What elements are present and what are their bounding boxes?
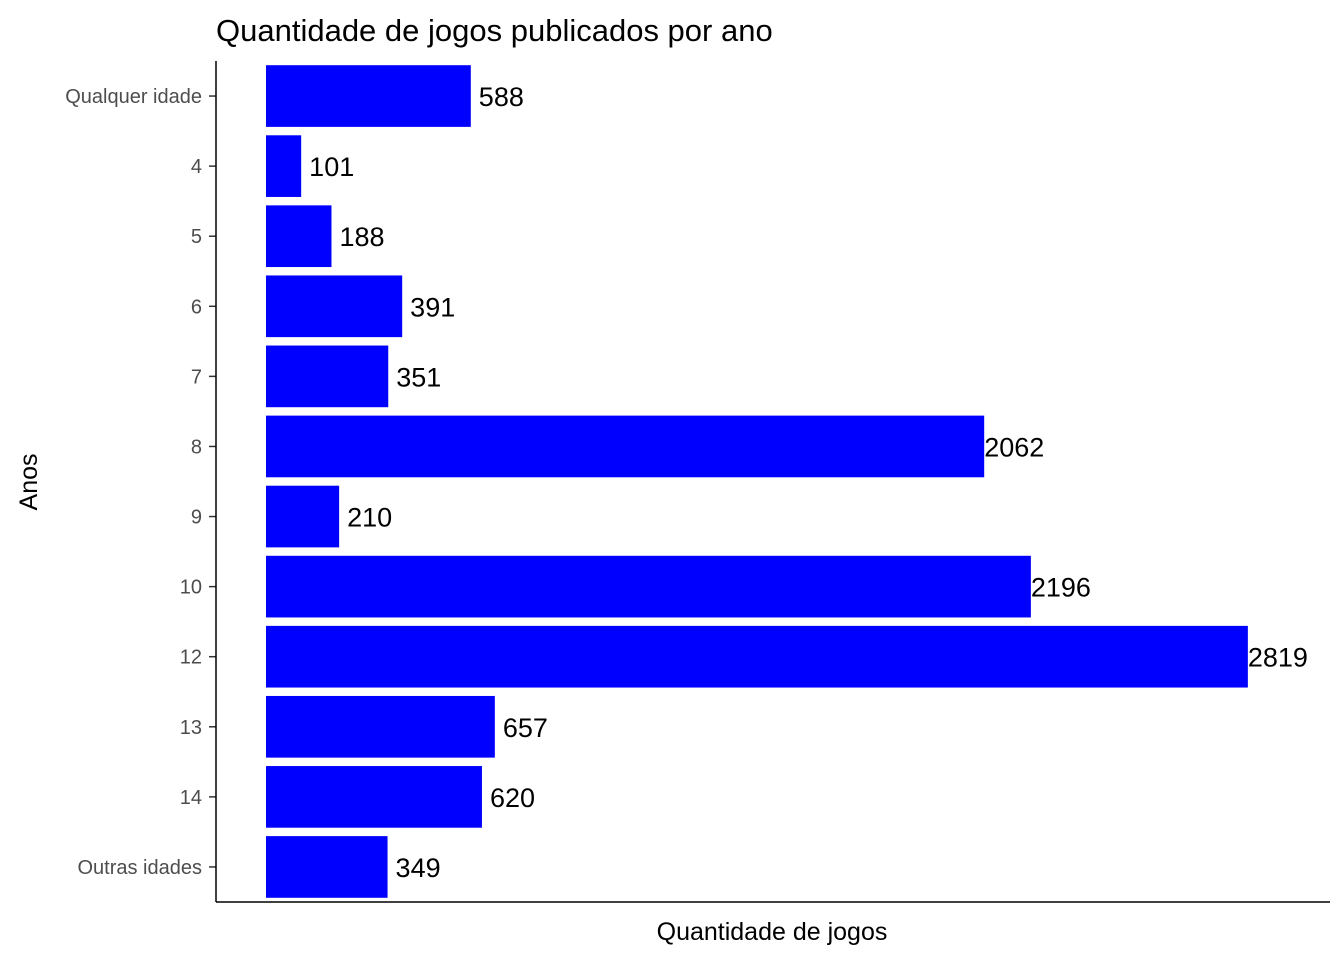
y-tick-label: Outras idades bbox=[77, 857, 202, 879]
value-label: 2062 bbox=[984, 432, 1044, 462]
bar bbox=[266, 415, 985, 478]
value-label: 588 bbox=[479, 82, 524, 112]
y-axis-ticks: Qualquer idade 4 5 6 7 8 9 10 12 13 14 Outras idade… bbox=[65, 86, 216, 879]
y-tick-label: 9 bbox=[191, 507, 202, 529]
bar bbox=[266, 555, 1031, 618]
y-tick-label: 5 bbox=[191, 226, 202, 248]
bar bbox=[266, 65, 471, 127]
bar bbox=[266, 625, 1248, 688]
y-axis-title: Anos bbox=[15, 454, 43, 511]
bar bbox=[266, 695, 495, 758]
value-labels-group: 588 101 188 391 351 2062 210 2196 2819 657 620 349 bbox=[309, 82, 1308, 883]
y-tick-label: 6 bbox=[191, 296, 202, 318]
bar bbox=[266, 836, 388, 898]
value-label: 657 bbox=[503, 713, 548, 743]
value-label: 101 bbox=[309, 152, 354, 182]
bars-group bbox=[266, 65, 1248, 898]
y-tick-label: Qualquer idade bbox=[65, 86, 202, 108]
value-label: 620 bbox=[490, 783, 535, 813]
value-label: 188 bbox=[339, 222, 384, 252]
y-tick-label: 14 bbox=[180, 787, 202, 809]
chart-title: Quantidade de jogos publicados por ano bbox=[216, 13, 773, 48]
value-label: 391 bbox=[410, 292, 455, 322]
bar bbox=[266, 205, 332, 268]
bar bbox=[266, 766, 482, 828]
value-label: 351 bbox=[396, 362, 441, 392]
y-tick-label: 12 bbox=[180, 647, 202, 669]
bar bbox=[266, 485, 340, 548]
x-axis-title: Quantidade de jogos bbox=[657, 918, 888, 946]
bar bbox=[266, 135, 302, 197]
value-label: 349 bbox=[396, 853, 441, 883]
value-label: 2819 bbox=[1248, 643, 1308, 673]
bar bbox=[266, 275, 403, 338]
y-tick-label: 13 bbox=[180, 717, 202, 739]
bar bbox=[266, 345, 389, 408]
value-label: 210 bbox=[347, 503, 392, 533]
value-label: 2196 bbox=[1031, 573, 1091, 603]
y-tick-label: 10 bbox=[180, 577, 202, 599]
y-tick-label: 4 bbox=[191, 156, 202, 178]
y-tick-label: 8 bbox=[191, 436, 202, 458]
y-tick-label: 7 bbox=[191, 366, 202, 388]
